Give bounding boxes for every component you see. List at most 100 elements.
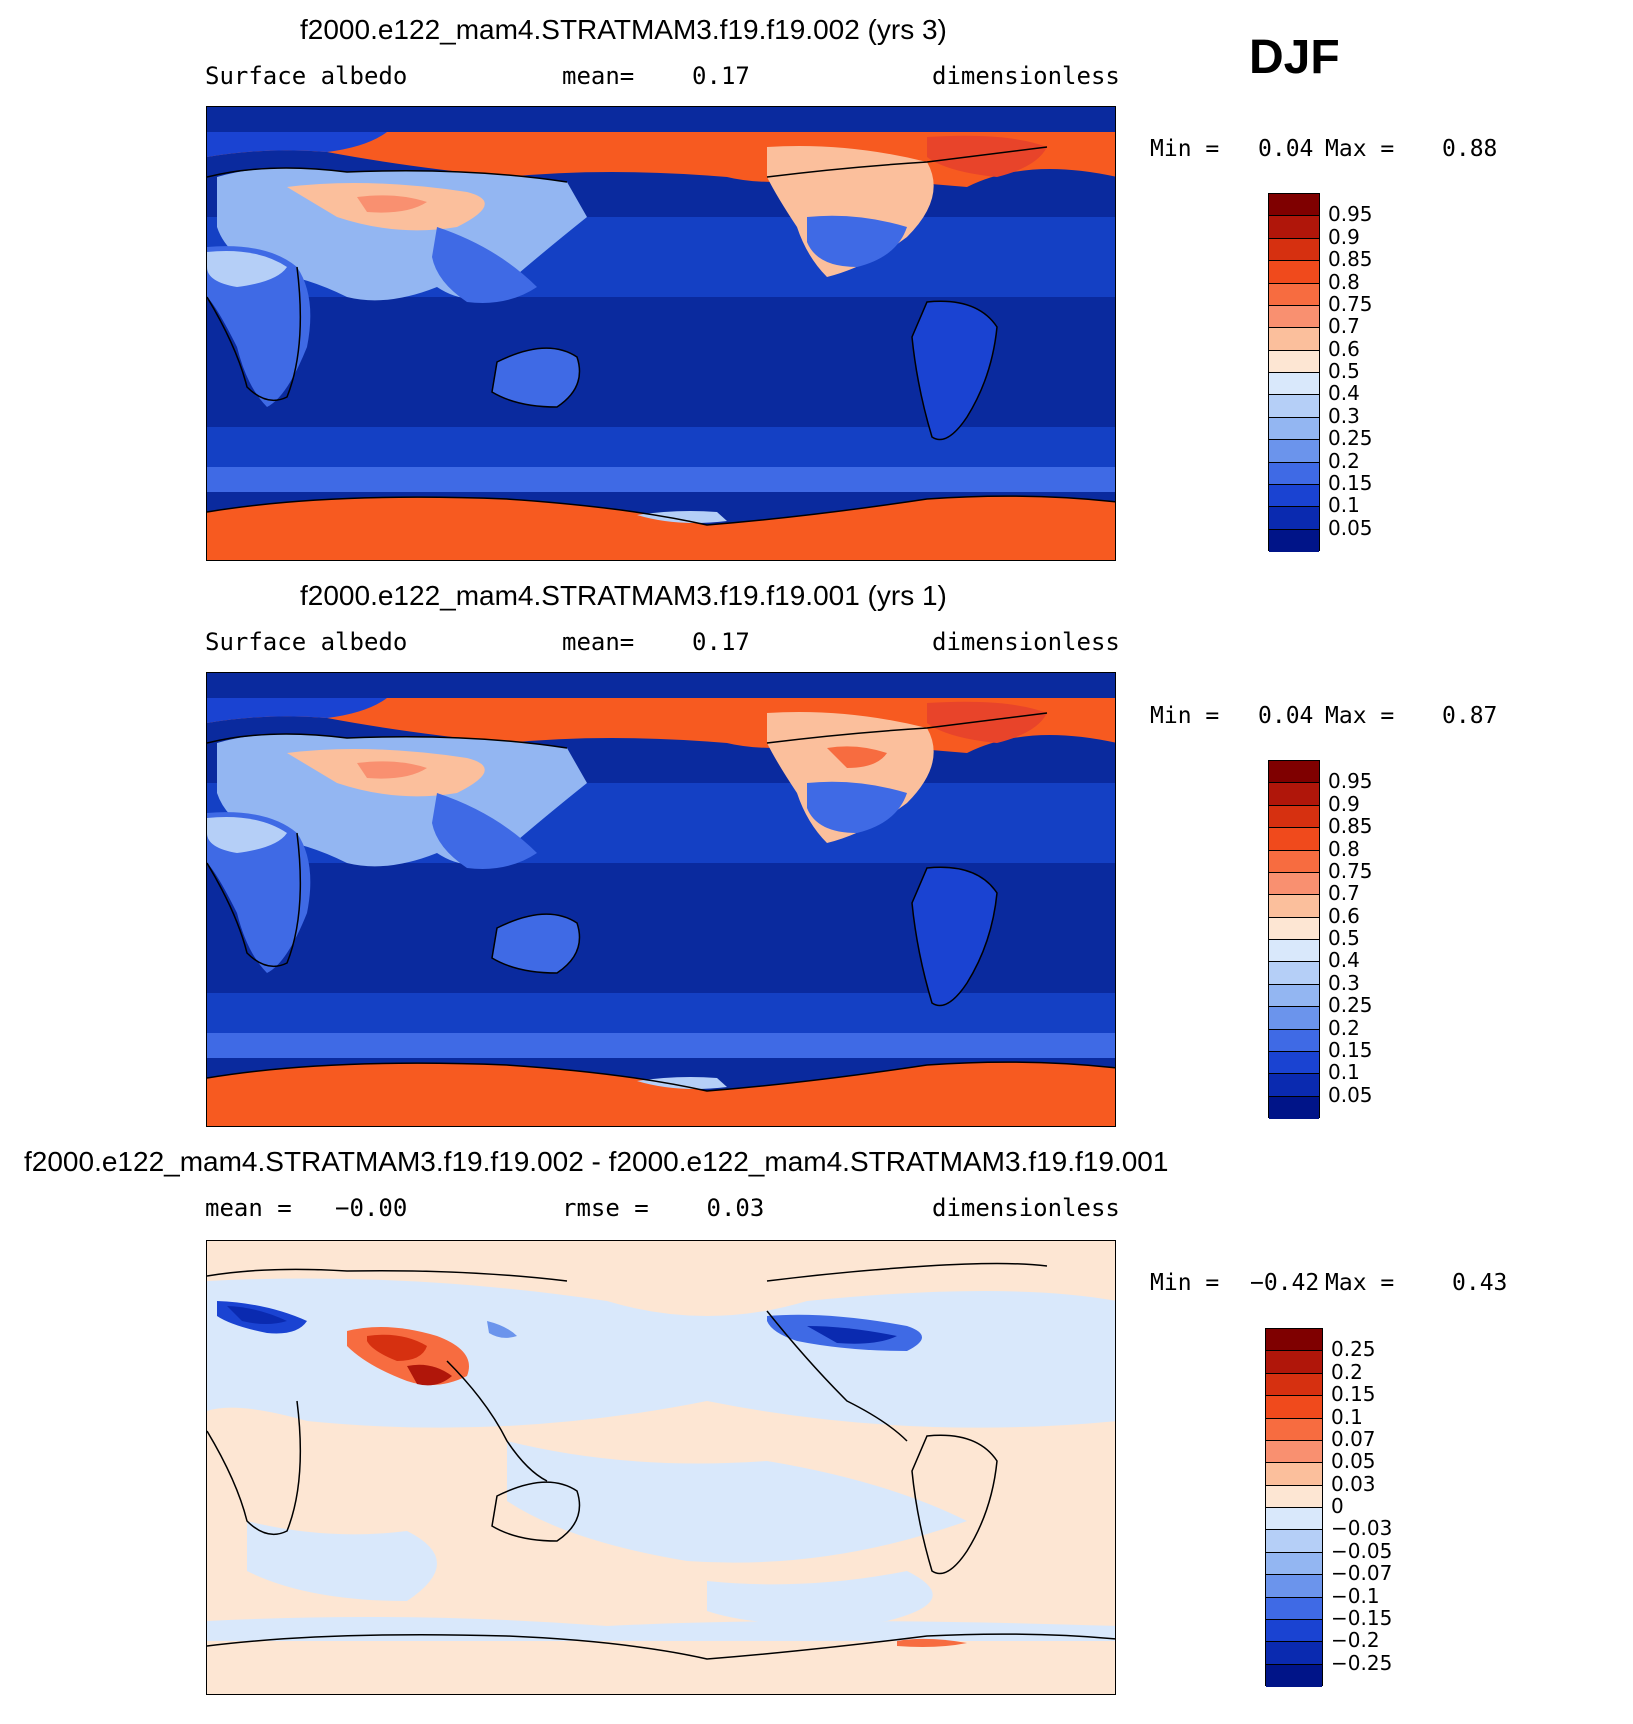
colorbar-box: [1266, 1552, 1322, 1576]
panel-1-map: [206, 106, 1116, 561]
colorbar-box: [1269, 805, 1319, 829]
colorbar-box: [1266, 1642, 1322, 1665]
colorbar-box: [1266, 1485, 1322, 1508]
colorbar-box: [1269, 395, 1319, 418]
colorbar-tick-label: 0.7: [1328, 881, 1360, 906]
colorbar-box: [1269, 462, 1319, 485]
panel-2-title: f2000.e122_mam4.STRATMAM3.f19.f19.001 (y…: [300, 580, 947, 611]
colorbar-tick-label: 0.1: [1328, 1060, 1360, 1085]
panel-1-variable: Surface albedo: [205, 62, 408, 90]
colorbar-tick-label: 0.03: [1331, 1471, 1376, 1496]
colorbar-tick-label: 0.25: [1328, 426, 1373, 451]
season-label: DJF: [1249, 31, 1340, 84]
colorbar-box: [1266, 1440, 1322, 1464]
colorbar-tick-label: 0.2: [1328, 1015, 1360, 1040]
colorbar-tick-label: −0.05: [1331, 1538, 1393, 1563]
colorbar-tick-label: −0.15: [1331, 1605, 1393, 1630]
colorbar-tick-label: 0.15: [1328, 1037, 1373, 1062]
colorbar-tick-label: 0.4: [1328, 948, 1360, 973]
colorbar-box: [1269, 984, 1319, 1008]
colorbar-tick-label: 0.9: [1328, 791, 1360, 816]
colorbar-tick-label: −0.1: [1331, 1583, 1380, 1608]
panel-2-mean: mean= 0.17: [562, 628, 750, 656]
panel-2-variable: Surface albedo: [205, 628, 408, 656]
panel-1-min-value: 0.04: [1258, 136, 1314, 162]
colorbar-box: [1269, 1074, 1319, 1097]
colorbar-box: [1269, 1051, 1319, 1075]
colorbar-box: [1269, 216, 1319, 239]
colorbar-tick-label: 0.95: [1328, 202, 1373, 227]
panel-3-max-label: Max =: [1325, 1270, 1395, 1296]
panel-3-units: dimensionless: [932, 1194, 1120, 1222]
colorbar-box: [1269, 529, 1319, 552]
colorbar-tick-label: −0.07: [1331, 1561, 1393, 1586]
panel-2-max-value: 0.87: [1442, 703, 1498, 729]
colorbar-tick-label: 0.7: [1328, 314, 1360, 339]
colorbar-box: [1266, 1463, 1322, 1486]
colorbar-box: [1266, 1619, 1322, 1643]
colorbar-box: [1269, 1029, 1319, 1052]
colorbar-tick-label: 0.25: [1331, 1337, 1376, 1362]
colorbar-tick-label: 0.95: [1328, 769, 1373, 794]
colorbar-box: [1266, 1530, 1322, 1553]
colorbar-box: [1269, 350, 1319, 373]
panel-1-title: f2000.e122_mam4.STRATMAM3.f19.f19.002 (y…: [300, 14, 947, 45]
panel-2-min-value: 0.04: [1258, 703, 1314, 729]
colorbar-tick-label: 0.05: [1328, 1082, 1373, 1107]
panel-2-colorbar: [1268, 760, 1320, 1119]
colorbar-tick-label: 0.85: [1328, 247, 1373, 272]
colorbar-box: [1269, 1096, 1319, 1119]
colorbar-box: [1269, 484, 1319, 508]
panel-2-map: [206, 672, 1116, 1127]
colorbar-box: [1269, 507, 1319, 530]
colorbar-tick-label: 0.6: [1328, 336, 1360, 361]
colorbar-box: [1269, 940, 1319, 963]
colorbar-box: [1266, 1575, 1322, 1598]
colorbar-tick-label: 0.5: [1328, 359, 1360, 383]
colorbar-box: [1266, 1329, 1322, 1352]
panel-3-title: f2000.e122_mam4.STRATMAM3.f19.f19.002 - …: [24, 1146, 1169, 1177]
colorbar-box: [1269, 761, 1319, 784]
panel-1-min-label: Min =: [1150, 136, 1220, 162]
colorbar-tick-label: 0.85: [1328, 814, 1373, 839]
colorbar-box: [1266, 1373, 1322, 1397]
colorbar-tick-label: 0.15: [1328, 470, 1373, 495]
colorbar-box: [1269, 783, 1319, 806]
colorbar-tick-label: 0.07: [1331, 1426, 1376, 1451]
colorbar-tick-label: 0: [1331, 1494, 1344, 1518]
colorbar-tick-label: 0.05: [1331, 1449, 1376, 1474]
colorbar-box: [1269, 440, 1319, 463]
panel-3-mean: mean = −0.00: [205, 1194, 408, 1222]
colorbar-box: [1266, 1396, 1322, 1419]
colorbar-tick-label: 0.2: [1328, 448, 1360, 473]
panel-1-units: dimensionless: [932, 62, 1120, 90]
panel-3-max-value: 0.43: [1452, 1270, 1508, 1296]
panel-1-max-label: Max =: [1325, 136, 1395, 162]
colorbar-box: [1269, 194, 1319, 217]
colorbar-tick-label: 0.8: [1328, 836, 1360, 861]
colorbar-box: [1269, 417, 1319, 441]
panel-2-units: dimensionless: [932, 628, 1120, 656]
colorbar-box: [1269, 917, 1319, 940]
colorbar-box: [1266, 1597, 1322, 1620]
colorbar-tick-label: 0.15: [1331, 1382, 1376, 1407]
panel-3-min-label: Min =: [1150, 1270, 1220, 1296]
colorbar-tick-label: 0.75: [1328, 858, 1373, 883]
colorbar-box: [1269, 305, 1319, 329]
colorbar-box: [1269, 962, 1319, 985]
colorbar-box: [1269, 328, 1319, 351]
colorbar-tick-label: −0.2: [1331, 1628, 1380, 1653]
panel-1-colorbar: [1268, 193, 1320, 552]
colorbar-tick-label: 0.3: [1328, 970, 1360, 995]
colorbar-box: [1269, 238, 1319, 262]
colorbar-box: [1269, 828, 1319, 851]
colorbar-tick-label: −0.25: [1331, 1650, 1393, 1675]
colorbar-box: [1269, 895, 1319, 918]
panel-1-mean: mean= 0.17: [562, 62, 750, 90]
colorbar-tick-label: 0.75: [1328, 291, 1373, 316]
colorbar-tick-label: 0.5: [1328, 926, 1360, 950]
colorbar-box: [1269, 373, 1319, 396]
colorbar-box: [1269, 1007, 1319, 1030]
colorbar-tick-label: −0.03: [1331, 1516, 1393, 1541]
colorbar-tick-label: 0.1: [1331, 1404, 1363, 1429]
